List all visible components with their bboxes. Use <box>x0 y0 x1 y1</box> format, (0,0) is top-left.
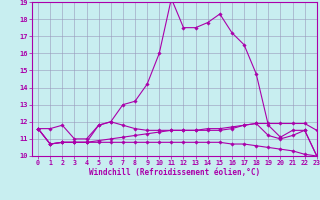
X-axis label: Windchill (Refroidissement éolien,°C): Windchill (Refroidissement éolien,°C) <box>89 168 260 177</box>
